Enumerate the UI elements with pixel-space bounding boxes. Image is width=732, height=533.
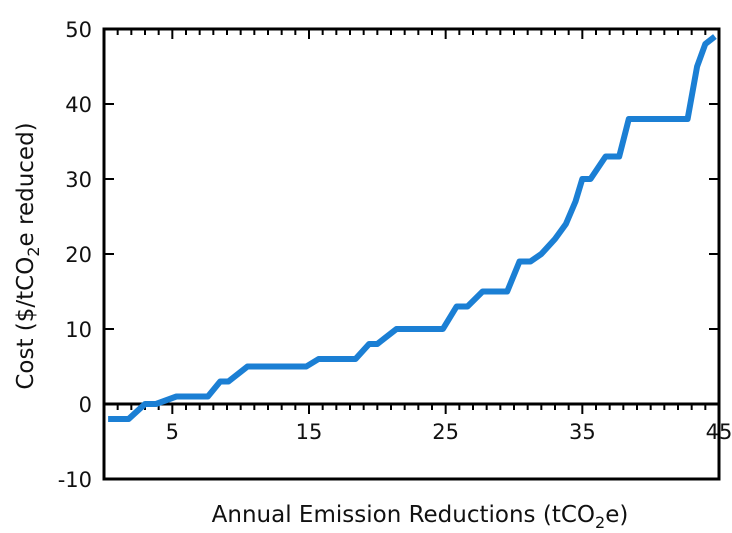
y-tick-label: 40 xyxy=(65,93,92,117)
x-tick-label: 45 xyxy=(706,420,732,444)
axes xyxy=(102,27,721,481)
y-axis-title-main: Cost ($/tCO xyxy=(13,257,39,390)
x-axis-title-tail: e) xyxy=(605,502,628,528)
y-tick-label: 50 xyxy=(65,18,92,42)
y-tick-label: -10 xyxy=(58,468,92,492)
x-axis-title-subscript: 2 xyxy=(595,513,605,532)
tick-labels: 5 15 25 35 45 -10 0 10 20 30 40 50 xyxy=(58,18,732,492)
tick-marks xyxy=(104,29,719,414)
x-axis-title-main: Annual Emission Reductions (tCO xyxy=(212,502,595,528)
series-layer xyxy=(108,34,717,422)
cost-series-line xyxy=(108,34,717,422)
plot-frame xyxy=(102,27,721,481)
y-axis-title-tail: e reduced) xyxy=(13,122,39,246)
x-tick-label: 35 xyxy=(569,420,596,444)
x-tick-label: 15 xyxy=(296,420,323,444)
x-axis-title: Annual Emission Reductions (tCO2e) xyxy=(212,502,629,532)
x-tick-label: 5 xyxy=(166,420,179,444)
x-tick-label: 25 xyxy=(432,420,459,444)
y-axis-title: Cost ($/tCO2e reduced) xyxy=(13,122,43,389)
y-tick-label: 30 xyxy=(65,168,92,192)
y-tick-label: 0 xyxy=(79,393,92,417)
y-tick-label: 10 xyxy=(65,318,92,342)
y-axis-title-subscript: 2 xyxy=(24,246,43,256)
y-tick-label: 20 xyxy=(65,243,92,267)
